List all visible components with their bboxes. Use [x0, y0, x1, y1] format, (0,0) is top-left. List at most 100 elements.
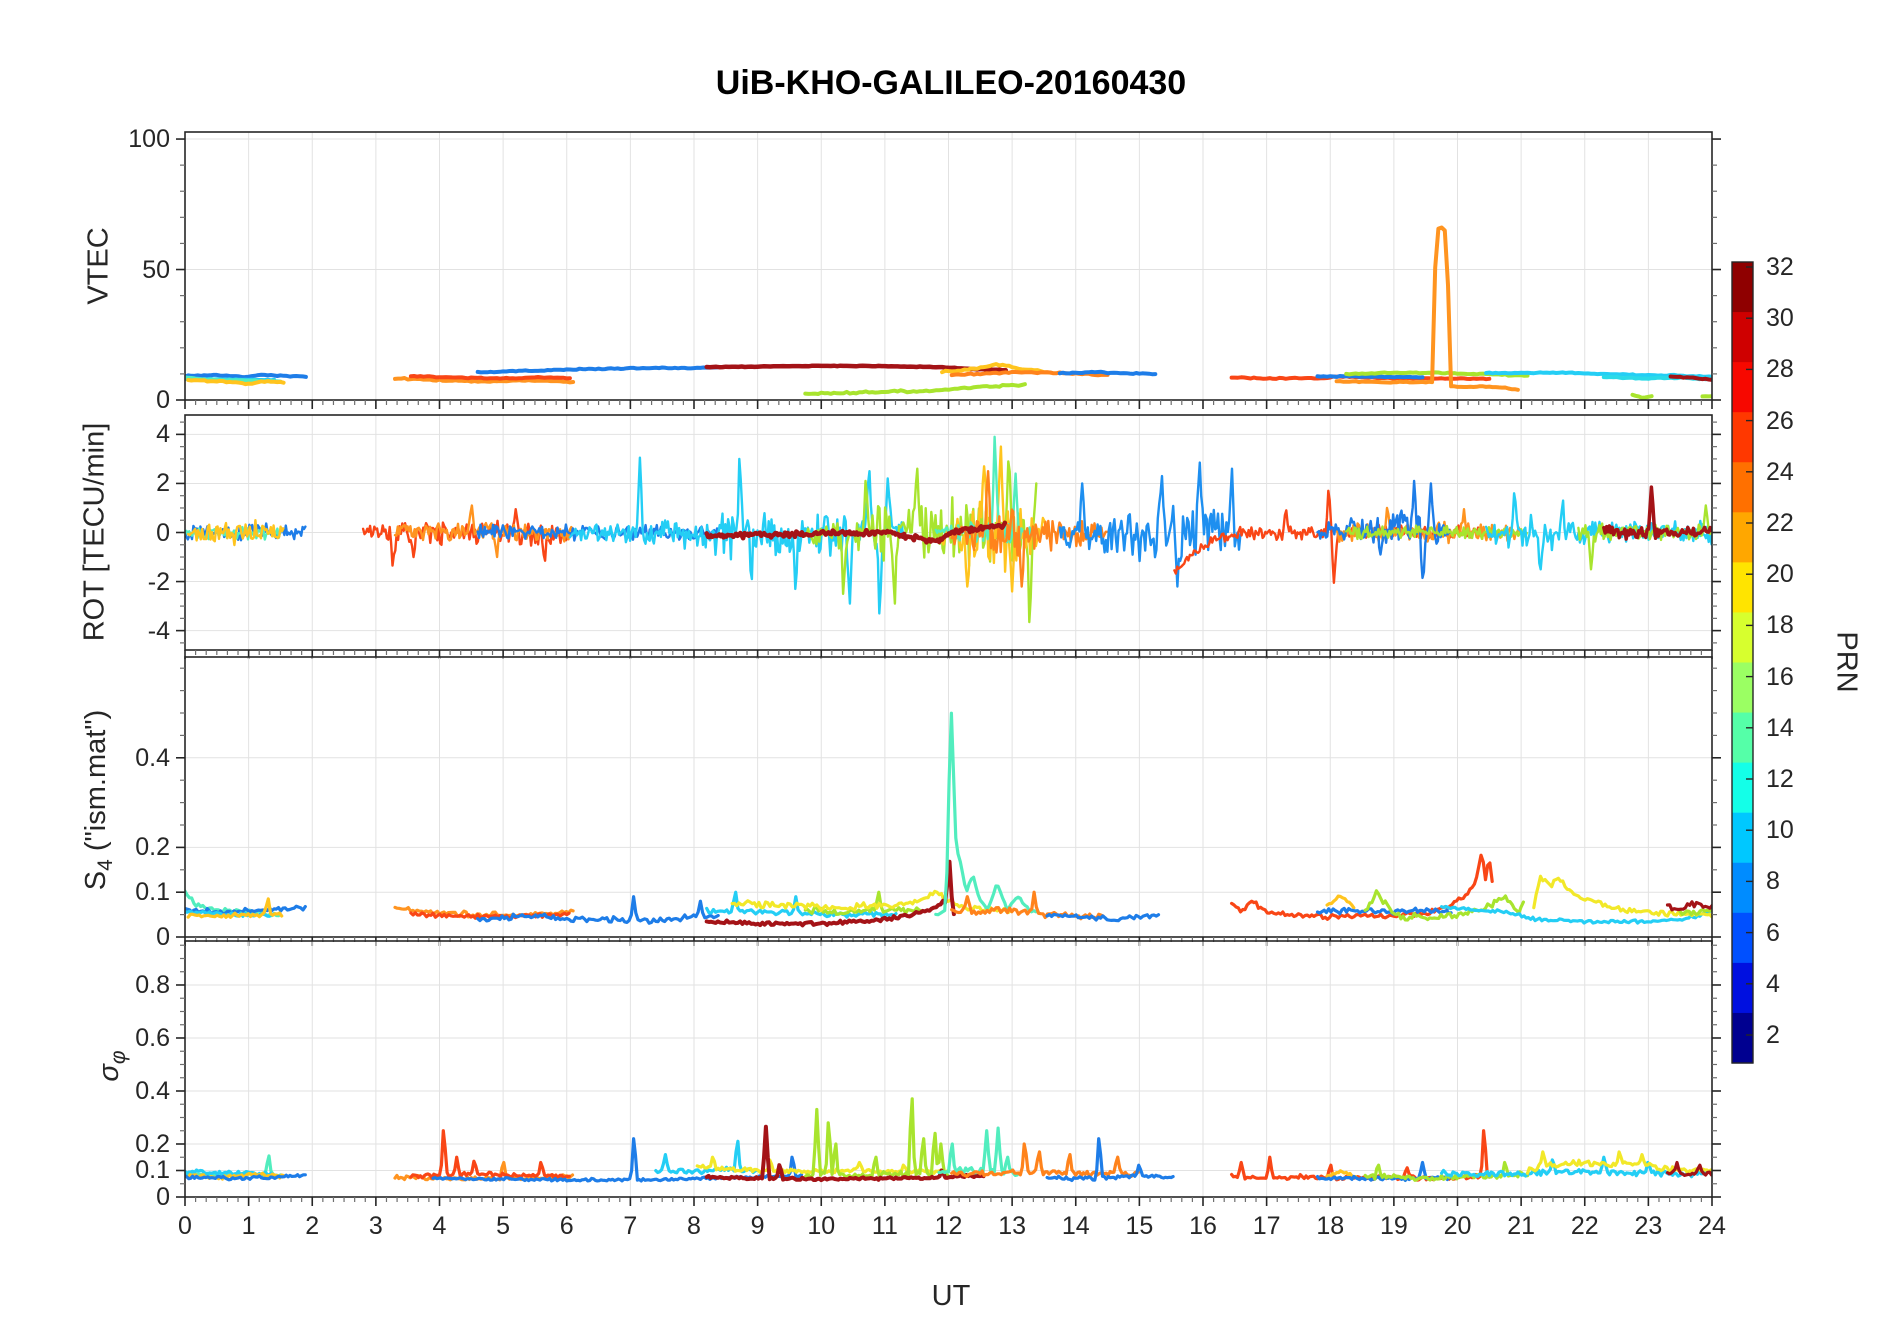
y-tick-label-sigma: 0.8: [135, 970, 170, 999]
y-tick-label-rot: 0: [156, 518, 170, 547]
series-prn-24: [950, 470, 1109, 588]
colorbar-tick-label: 26: [1766, 406, 1794, 435]
x-tick-label: 8: [687, 1212, 701, 1240]
series-prn-30: [1602, 485, 1712, 541]
series-prn-18: [803, 1097, 951, 1179]
colorbar-tick-label: 18: [1766, 611, 1794, 640]
colorbar-segment: [1732, 412, 1753, 463]
colorbar-segment: [1732, 1012, 1753, 1064]
y-tick-label-vtec: 0: [156, 386, 170, 414]
series-prn-17: [1678, 907, 1712, 917]
colorbar-tick-label: 14: [1766, 713, 1794, 742]
panel-vtec: [176, 131, 1721, 409]
panel-rot: [176, 414, 1721, 659]
panel-s4: [176, 656, 1721, 946]
series-prn-23: [1334, 225, 1520, 392]
colorbar-segment: [1732, 662, 1753, 714]
x-tick-label: 22: [1570, 1212, 1599, 1240]
series-prn-21: [1325, 1169, 1358, 1179]
series-prn-21: [186, 519, 285, 547]
colorbar-tick-label: 12: [1766, 765, 1794, 793]
series-prn-8: [185, 372, 308, 380]
series-prn-21: [1325, 894, 1356, 910]
y-tick-label-sigma: 0.6: [135, 1023, 170, 1052]
series-prn-15: [934, 435, 1033, 544]
y-tick-label-rot: -4: [147, 616, 170, 645]
x-tick-label: 4: [432, 1212, 447, 1240]
series-prn-8: [185, 1173, 307, 1182]
colorbar-segment: [1732, 462, 1753, 513]
x-tick-label: 21: [1507, 1212, 1536, 1240]
y-tick-label-sigma: 0: [156, 1183, 170, 1211]
colorbar-tick-label: 28: [1766, 355, 1794, 384]
x-tick-label: 13: [998, 1212, 1027, 1240]
colorbar-tick-label: 30: [1766, 304, 1794, 333]
series-prn-18: [1344, 524, 1528, 541]
series-prn-20: [695, 1155, 949, 1175]
y-tick-label-sigma: 0.1: [135, 1156, 170, 1185]
colorbar: [1731, 261, 1754, 1064]
series-prn-21: [186, 378, 286, 387]
series-prn-11: [568, 456, 905, 615]
x-tick-label: 2: [305, 1212, 320, 1240]
x-tick-label: 11: [871, 1212, 898, 1240]
colorbar-segment: [1732, 312, 1753, 363]
x-tick-label: 9: [750, 1212, 765, 1240]
y-tick-label-sigma: 0.4: [135, 1076, 170, 1105]
x-tick-label: 19: [1379, 1212, 1408, 1240]
series-prn-21: [940, 445, 1052, 593]
colorbar-tick-label: 24: [1766, 457, 1794, 486]
x-tick-label: 3: [368, 1212, 383, 1240]
colorbar-tick-label: 22: [1766, 509, 1794, 537]
y-tick-label-rot: 4: [156, 420, 170, 449]
colorbar-segment: [1732, 862, 1753, 914]
series-prn-8: [1057, 369, 1158, 377]
x-tick-label: 5: [496, 1212, 511, 1240]
series-prn-24: [950, 1142, 1141, 1179]
x-tick-label: 0: [178, 1212, 192, 1240]
colorbar-tick-label: 10: [1766, 816, 1794, 845]
series-prn-21: [940, 362, 1053, 375]
y-tick-label-rot: 2: [156, 469, 170, 498]
series-prn-26: [361, 508, 571, 567]
series-prn-31: [704, 363, 1009, 373]
colorbar-segment: [1732, 712, 1753, 764]
x-tick-label: 23: [1634, 1212, 1663, 1240]
series-prn-8: [1045, 1137, 1175, 1183]
colorbar-segment: [1732, 362, 1753, 413]
y-tick-label-vtec: 50: [142, 255, 170, 284]
y-tick-label-vtec: 100: [128, 125, 170, 154]
colorbar-segment: [1732, 262, 1753, 313]
series-prn-9: [1315, 906, 1453, 916]
colorbar-segment: [1732, 812, 1753, 864]
x-tick-label: 16: [1189, 1212, 1217, 1240]
x-tick-label: 17: [1252, 1212, 1281, 1240]
y-tick-label-s4: 0: [156, 923, 170, 951]
series-prn-9: [1315, 374, 1425, 380]
series-prn-17: [1577, 504, 1712, 571]
x-tick-label: 20: [1443, 1212, 1472, 1240]
series-prn-18: [803, 382, 1027, 396]
series-prn-26: [1173, 489, 1491, 584]
colorbar-tick-label: 6: [1766, 918, 1780, 947]
colorbar-tick-label: 32: [1766, 253, 1794, 281]
colorbar-tick-label: 16: [1766, 662, 1794, 691]
x-tick-label: 1: [241, 1212, 256, 1240]
series-prn-26: [408, 374, 572, 381]
series-prn-9: [475, 365, 722, 375]
colorbar-tick-label: 20: [1766, 560, 1794, 589]
series-prn-18: [1363, 889, 1526, 922]
series-prn-21: [186, 897, 284, 919]
series-prn-31: [704, 520, 1008, 545]
y-tick-label-sigma: 0.2: [135, 1129, 170, 1158]
series-prn-17: [1630, 392, 1654, 400]
series-prn-30: [1665, 1160, 1712, 1178]
series-prn-18: [803, 890, 923, 917]
colorbar-tick-label: 8: [1766, 867, 1780, 896]
y-tick-label-s4: 0.2: [135, 833, 170, 862]
colorbar-segment: [1732, 912, 1753, 964]
series-prn-23: [393, 376, 576, 385]
colorbar-tick-label: 2: [1766, 1021, 1780, 1049]
series-prn-11: [654, 1139, 759, 1176]
